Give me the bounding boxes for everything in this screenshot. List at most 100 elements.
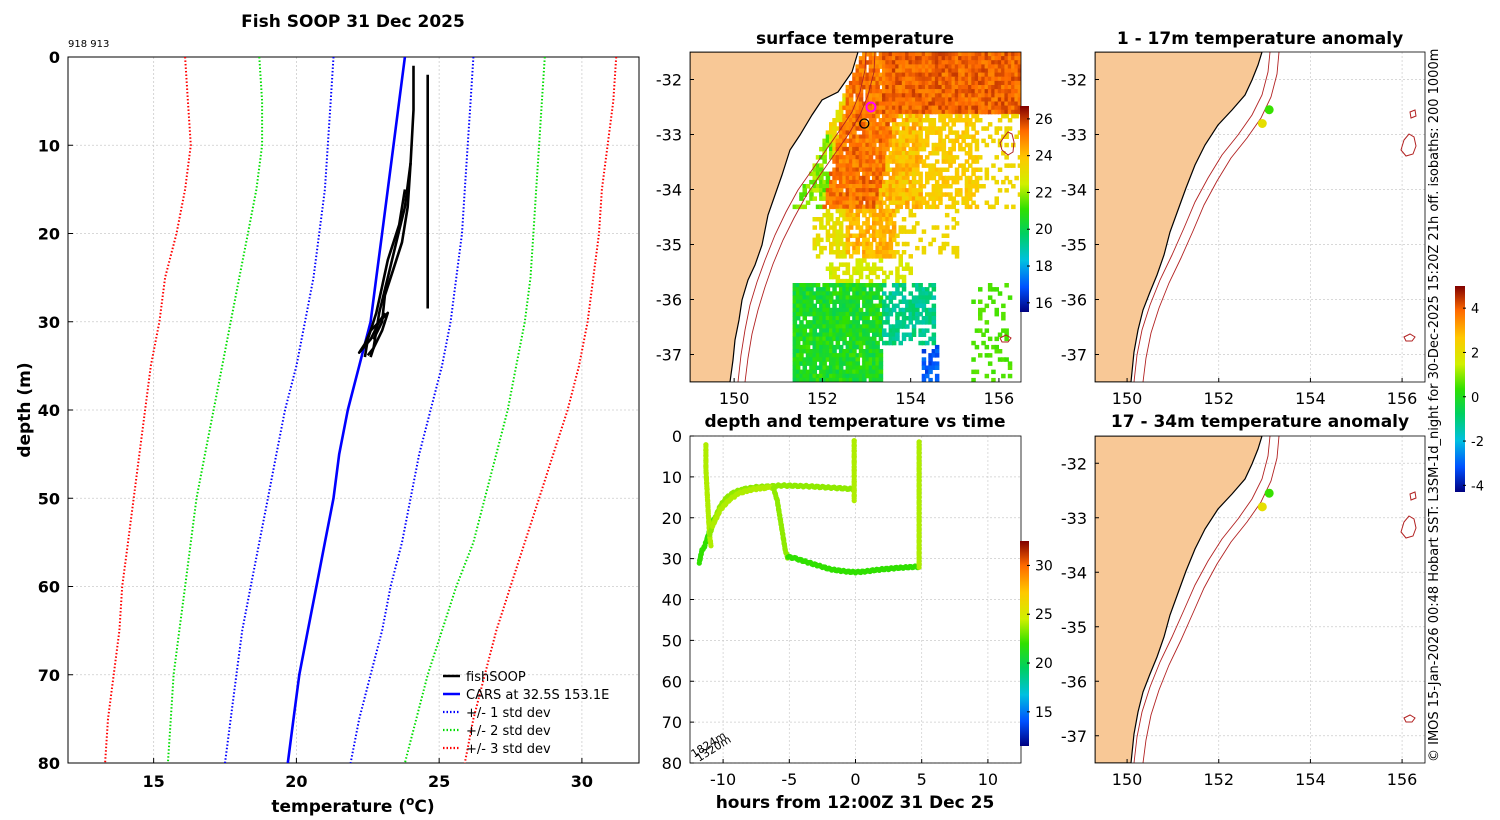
- surface-pixel: [938, 138, 943, 144]
- surface-pixel: [925, 163, 930, 168]
- surface-pixel: [891, 212, 897, 218]
- surface-pixel: [931, 52, 937, 57]
- surface-pixel: [958, 89, 963, 94]
- surface-pixel: [925, 68, 930, 73]
- surface-pixel: [888, 159, 894, 164]
- surface-pixel: [941, 155, 947, 160]
- surface-pixel: [842, 299, 847, 304]
- surface-pixel: [964, 151, 970, 156]
- surface-pixel: [825, 324, 831, 329]
- surface-pixel: [915, 287, 920, 292]
- surface-pixel: [868, 52, 874, 57]
- surface-pixel: [878, 204, 884, 210]
- surface-pixel: [961, 101, 966, 106]
- surface-pixel: [845, 109, 851, 115]
- surface-pixel: [862, 266, 867, 271]
- surface-pixel: [819, 361, 824, 366]
- surface-pixel: [895, 336, 900, 342]
- surface-pixel: [941, 142, 947, 148]
- surface-pixel: [974, 52, 980, 57]
- surface-pixel: [855, 155, 860, 160]
- surface-pixel: [812, 328, 817, 333]
- anomaly2-point: [1264, 488, 1274, 498]
- surface-pixel: [918, 60, 923, 65]
- surface-pixel: [1004, 64, 1009, 69]
- surface-pixel: [898, 146, 903, 152]
- surface-pixel: [838, 303, 844, 309]
- surface-pixel: [799, 349, 804, 354]
- surface-pixel: [898, 142, 903, 148]
- surface-pixel: [792, 287, 798, 292]
- surface-pixel: [888, 97, 894, 102]
- surface-pixel: [878, 365, 884, 370]
- surface-pixel: [832, 274, 837, 280]
- surface-pixel: [891, 171, 897, 177]
- surface-pixel: [835, 208, 841, 214]
- surface-pixel: [918, 68, 923, 73]
- surface-pixel: [941, 85, 947, 90]
- surface-pixel: [882, 320, 887, 325]
- surface-pixel: [911, 175, 917, 181]
- surface-pixel: [875, 64, 880, 69]
- surface-pixel: [799, 287, 804, 292]
- surface-pixel: [918, 328, 923, 333]
- surface-pixel: [799, 299, 804, 304]
- surface-pixel: [905, 142, 910, 148]
- profile-title: Fish SOOP 31 Dec 2025: [241, 12, 465, 32]
- surface-pixel: [829, 250, 834, 255]
- surface-pixel: [838, 349, 844, 354]
- anomaly2-islet: [1409, 491, 1417, 501]
- surface-pixel: [845, 373, 851, 379]
- surface-pixel: [872, 217, 877, 222]
- surface-pixel: [809, 295, 814, 300]
- surface-pixel: [911, 188, 917, 193]
- surface-pixel: [862, 357, 867, 362]
- surface-pixel: [911, 126, 917, 131]
- surface-pixel: [858, 241, 864, 247]
- surface-pixel: [795, 311, 801, 317]
- surface-pixel: [908, 303, 913, 309]
- surface-pixel: [868, 113, 874, 119]
- surface-pixel: [848, 171, 854, 177]
- surface-pixel: [845, 204, 851, 210]
- surface-pixel: [832, 377, 837, 382]
- surface-pixel: [915, 68, 920, 73]
- surface-pixel: [951, 200, 956, 205]
- surface-pixel: [971, 85, 976, 90]
- surface-pixel: [878, 52, 884, 57]
- surface-pixel: [799, 369, 804, 375]
- surface-pixel: [872, 344, 877, 350]
- surface-pixel: [865, 336, 870, 342]
- surface-pixel: [921, 126, 927, 131]
- surface-pixel: [891, 336, 897, 342]
- surface-pixel: [1007, 85, 1013, 90]
- surface-pixel: [822, 283, 827, 288]
- surface-pixel: [981, 68, 986, 73]
- surface-pixel: [911, 316, 917, 321]
- surface-pixel: [994, 109, 999, 115]
- surface-pixel: [825, 283, 831, 288]
- surface-pixel: [911, 56, 917, 61]
- surface-pixel: [825, 332, 831, 337]
- surface-pixel: [974, 142, 980, 148]
- surface-pixel: [901, 336, 907, 342]
- surface-pixel: [888, 72, 894, 78]
- surface-pixel: [888, 212, 894, 218]
- surface-pixel: [882, 200, 887, 205]
- surface-pixel: [931, 324, 937, 329]
- surface-pixel: [951, 68, 956, 73]
- surface-pixel: [822, 204, 827, 210]
- surface-pixel: [974, 80, 980, 86]
- surface-pixel: [895, 113, 900, 119]
- surface-pixel: [848, 93, 854, 98]
- surface-pixel: [905, 76, 910, 82]
- surface-pixel: [964, 101, 970, 106]
- surface-pixel: [845, 295, 851, 300]
- surface-pixel: [888, 241, 894, 247]
- surface-pixel: [974, 113, 980, 119]
- surface-pixel: [891, 184, 897, 189]
- surface-pixel: [908, 126, 913, 131]
- surface-pixel: [968, 204, 973, 210]
- surface-pixel: [845, 324, 851, 329]
- surface-pixel: [878, 101, 884, 106]
